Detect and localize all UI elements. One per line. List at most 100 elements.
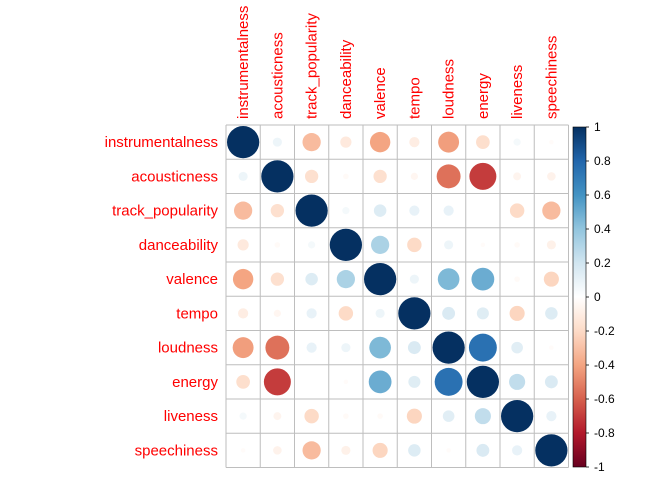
colorbar-gradient <box>572 126 587 468</box>
row-label-liveness: liveness <box>164 408 218 425</box>
column-label-loudness: loudness <box>441 59 458 119</box>
row-label-energy: energy <box>172 374 218 391</box>
corr-circle-speechiness-tempo <box>408 444 421 457</box>
colorbar-tick-label: 0.4 <box>594 222 611 236</box>
column-labels: instrumentalness acousticness track_popula… <box>235 6 560 119</box>
corr-circle-energy-acousticness <box>263 368 291 396</box>
column-label-danceability: danceability <box>338 39 355 119</box>
corr-circle-acousticness-energy <box>469 162 497 190</box>
corr-circle-instrumentalness-instrumentalness <box>226 125 260 159</box>
corr-circle-instrumentalness-danceability <box>340 136 352 148</box>
corr-circle-instrumentalness-tempo <box>409 137 420 148</box>
corr-circle-track_popularity-acousticness <box>270 203 285 218</box>
corr-circle-loudness-acousticness <box>265 335 290 360</box>
row-label-danceability: danceability <box>139 237 219 254</box>
corr-circle-danceability-tempo <box>407 237 422 253</box>
corr-circle-acousticness-tempo <box>410 172 418 180</box>
corr-circle-track_popularity-instrumentalness <box>234 201 253 220</box>
colorbar-tick-label: 0 <box>594 290 601 304</box>
corr-circle-tempo-danceability <box>338 306 354 321</box>
corr-circle-liveness-loudness <box>442 410 455 422</box>
corr-circle-loudness-energy <box>468 333 497 362</box>
corr-circle-instrumentalness-liveness <box>513 138 521 146</box>
colorbar-tick-label: 0.8 <box>594 154 611 168</box>
corr-circle-energy-energy <box>466 365 500 399</box>
corr-circle-track_popularity-speechiness <box>542 201 561 220</box>
row-labels: instrumentalness acousticness track_popula… <box>105 134 219 459</box>
corr-circle-loudness-speechiness <box>549 345 554 350</box>
colorbar-tick-label: -0.4 <box>594 358 615 372</box>
corr-circle-valence-liveness <box>514 276 520 282</box>
colorbar-tick-label: -0.6 <box>594 392 615 406</box>
corr-circle-tempo-track_popularity <box>306 308 317 319</box>
corr-circle-loudness-valence <box>369 336 391 359</box>
corr-circle-instrumentalness-track_popularity <box>302 133 321 152</box>
corr-circle-tempo-acousticness <box>273 309 281 317</box>
corr-circle-valence-tempo <box>409 274 419 284</box>
corr-circle-track_popularity-loudness <box>443 205 454 216</box>
corr-circle-danceability-speechiness <box>546 240 556 250</box>
corr-circle-track_popularity-danceability <box>342 207 350 215</box>
corr-circle-instrumentalness-energy <box>476 135 490 149</box>
corr-circle-danceability-energy <box>480 242 486 248</box>
corr-circle-acousticness-acousticness <box>261 160 294 193</box>
colorbar-tick-label: -0.2 <box>594 324 615 338</box>
column-label-valence: valence <box>372 67 389 119</box>
corr-circle-danceability-acousticness <box>274 242 281 248</box>
row-label-speechiness: speechiness <box>135 442 218 459</box>
row-label-loudness: loudness <box>158 340 218 357</box>
colorbar-tick-label: 1 <box>594 120 601 134</box>
corr-circle-tempo-instrumentalness <box>238 308 249 319</box>
corr-circle-energy-loudness <box>434 367 463 396</box>
corr-circle-acousticness-instrumentalness <box>238 171 248 181</box>
column-label-speechiness: speechiness <box>543 36 560 119</box>
column-label-liveness: liveness <box>509 65 526 119</box>
corr-circle-speechiness-acousticness <box>273 446 282 455</box>
corr-circle-danceability-track_popularity <box>308 241 316 249</box>
row-label-valence: valence <box>166 271 218 288</box>
grid-layer <box>225 124 569 468</box>
corr-circle-loudness-danceability <box>341 343 351 353</box>
corr-circle-track_popularity-valence <box>373 204 387 217</box>
corr-circle-acousticness-liveness <box>513 172 522 181</box>
corr-circle-track_popularity-track_popularity <box>295 194 328 227</box>
corr-circle-speechiness-energy <box>476 443 490 457</box>
corr-circle-instrumentalness-speechiness <box>549 139 554 145</box>
corr-circle-valence-track_popularity <box>305 272 318 286</box>
column-label-tempo: tempo <box>406 77 423 119</box>
column-label-acousticness: acousticness <box>269 32 286 119</box>
corr-circle-energy-instrumentalness <box>236 375 250 389</box>
corr-circle-speechiness-danceability <box>341 445 351 455</box>
column-label-energy: energy <box>475 73 492 119</box>
corr-circle-tempo-tempo <box>398 297 431 330</box>
row-label-track_popularity: track_popularity <box>112 203 218 220</box>
corr-circle-liveness-liveness <box>500 399 534 433</box>
row-label-acousticness: acousticness <box>131 168 218 185</box>
corr-circle-speechiness-liveness <box>512 445 523 456</box>
corr-circle-tempo-energy <box>476 307 489 320</box>
corr-circle-instrumentalness-loudness <box>438 131 460 153</box>
corr-circle-valence-loudness <box>437 268 460 290</box>
corr-circle-acousticness-speechiness <box>547 172 556 181</box>
corr-circle-energy-valence <box>368 370 392 394</box>
corr-circle-valence-energy <box>471 267 495 291</box>
corr-circle-track_popularity-tempo <box>409 205 420 216</box>
corr-circle-valence-valence <box>363 262 397 296</box>
colorbar-tick-label: -0.8 <box>594 426 615 440</box>
corr-circle-speechiness-valence <box>372 442 388 458</box>
corr-circle-tempo-valence <box>375 308 385 318</box>
column-label-instrumentalness: instrumentalness <box>235 6 252 119</box>
corr-circle-valence-instrumentalness <box>232 268 254 290</box>
corr-circle-loudness-liveness <box>511 341 523 354</box>
corr-circle-liveness-danceability <box>343 413 349 419</box>
corr-circle-speechiness-instrumentalness <box>240 448 246 453</box>
colorbar-tick-label: -1 <box>594 460 605 474</box>
corr-circle-energy-tempo <box>408 375 421 388</box>
corr-circle-liveness-valence <box>377 413 383 419</box>
corr-circle-acousticness-loudness <box>436 164 461 189</box>
corr-circle-tempo-liveness <box>509 305 525 321</box>
corr-circle-liveness-tempo <box>406 408 422 424</box>
corr-circle-energy-speechiness <box>544 375 558 389</box>
